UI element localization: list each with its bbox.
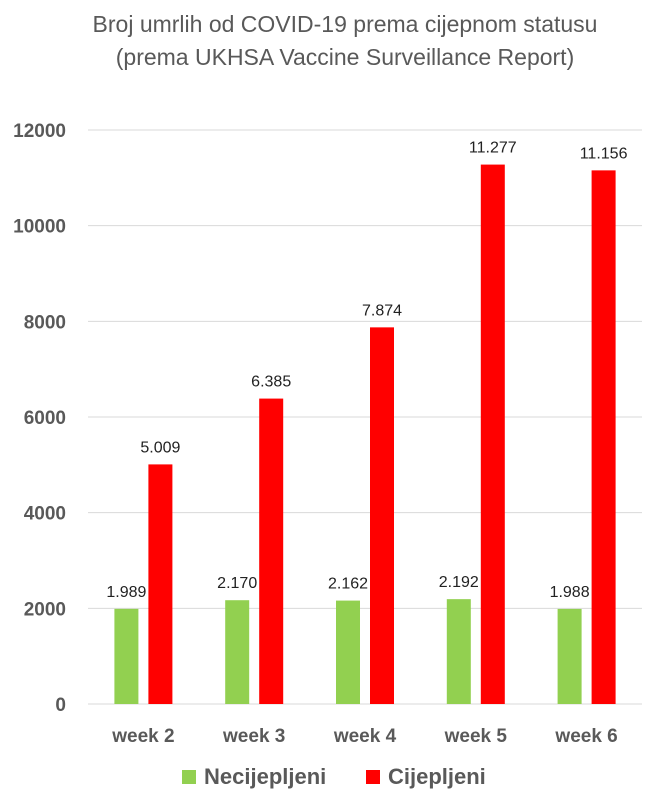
- y-tick-label: 10000: [13, 217, 66, 238]
- bar-necijepljeni: [225, 600, 250, 704]
- data-label-necijepljeni: 1.988: [550, 584, 590, 601]
- data-label-necijepljeni: 1.989: [106, 584, 146, 601]
- bar-cijepljeni: [370, 327, 394, 704]
- legend-label: Cijepljeni: [388, 764, 486, 789]
- x-tick-label: week 5: [444, 726, 508, 747]
- bar-cijepljeni: [259, 398, 284, 704]
- bar-necijepljeni: [446, 599, 471, 704]
- y-tick-label: 8000: [24, 312, 66, 333]
- y-tick-label: 2000: [24, 599, 66, 620]
- y-tick-label: 0: [55, 695, 66, 716]
- data-label-cijepljeni: 11.156: [580, 145, 628, 162]
- x-tick-label: week 2: [111, 726, 174, 747]
- bars: [114, 164, 616, 704]
- legend: Necijepljeni Cijepljeni: [182, 764, 486, 789]
- legend-necijepljeni: Necijepljeni: [182, 764, 326, 789]
- x-tick-label: week 6: [554, 726, 617, 747]
- data-label-cijepljeni: 5.009: [140, 439, 180, 456]
- gridlines: [88, 129, 642, 705]
- data-label-necijepljeni: 2.162: [328, 576, 368, 593]
- legend-swatch: [182, 770, 196, 784]
- x-axis-ticks: week 2 week 3 week 4 week 5 week 6: [111, 726, 618, 747]
- data-label-necijepljeni: 2.170: [217, 575, 257, 592]
- bar-cijepljeni: [591, 170, 616, 704]
- y-tick-label: 4000: [24, 504, 66, 525]
- bar-necijepljeni: [114, 608, 139, 704]
- x-tick-label: week 3: [222, 726, 285, 747]
- bar-cijepljeni: [148, 464, 173, 704]
- bar-cijepljeni: [480, 164, 505, 704]
- data-label-cijepljeni: 7.874: [362, 302, 402, 319]
- x-tick-label: week 4: [333, 726, 397, 747]
- y-tick-label: 6000: [24, 408, 66, 429]
- data-labels: 1.989 5.009 2.170 6.385 2.162 7.874 2.192 11.27…: [106, 140, 627, 601]
- y-tick-label: 12000: [13, 121, 66, 142]
- bar-necijepljeni: [557, 608, 582, 704]
- legend-label: Necijepljeni: [204, 764, 326, 789]
- chart-title: Broj umrlih od COVID-19 prema cijepnom s…: [92, 11, 598, 70]
- legend-cijepljeni: Cijepljeni: [366, 764, 486, 789]
- data-label-cijepljeni: 6.385: [251, 374, 291, 391]
- data-label-cijepljeni: 11.277: [469, 140, 517, 157]
- y-axis-ticks: 0 2000 4000 6000 8000 10000 12000: [13, 121, 66, 716]
- legend-swatch: [366, 770, 380, 784]
- data-label-necijepljeni: 2.192: [439, 574, 479, 591]
- bar-necijepljeni: [336, 600, 360, 704]
